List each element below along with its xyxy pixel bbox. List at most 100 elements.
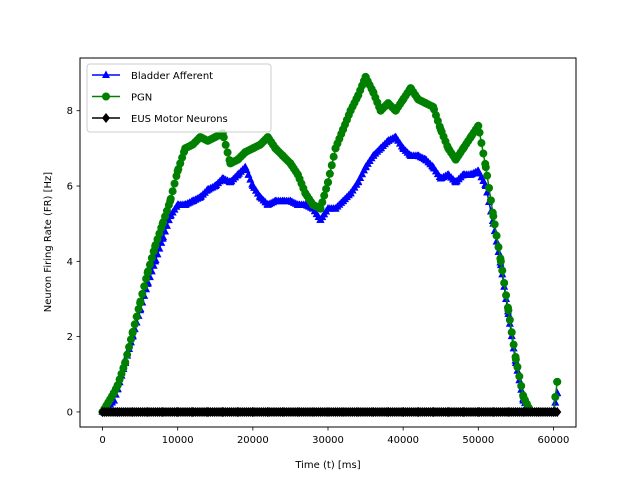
data-point [331, 144, 340, 153]
data-point [429, 102, 438, 111]
data-point [166, 197, 175, 206]
data-point [504, 406, 513, 417]
data-point [489, 406, 498, 417]
data-point [126, 335, 135, 344]
data-point [358, 169, 367, 178]
legend-entry: Bladder Afferent [92, 70, 213, 82]
data-point [339, 406, 348, 417]
data-point [248, 406, 257, 417]
data-point [168, 187, 177, 196]
data-point [173, 406, 182, 417]
data-point [308, 200, 317, 209]
data-point [248, 181, 257, 190]
data-point [406, 151, 415, 159]
legend-marker [102, 113, 110, 123]
data-point [500, 278, 509, 287]
data-point [271, 196, 280, 205]
data-point [490, 220, 499, 229]
data-point [519, 392, 528, 401]
data-point [155, 244, 164, 252]
data-point [444, 144, 453, 153]
data-point [308, 406, 317, 417]
data-point [429, 162, 438, 171]
data-point [109, 389, 118, 398]
data-point [507, 328, 516, 337]
data-point [475, 128, 484, 137]
data-point [324, 178, 332, 187]
data-point [474, 121, 483, 130]
y-tick-label: 6 [67, 182, 73, 193]
data-point [329, 152, 338, 161]
legend-marker [102, 92, 110, 101]
data-point [436, 125, 445, 134]
y-tick-label: 8 [67, 106, 73, 117]
data-point [369, 87, 378, 96]
data-point [286, 196, 295, 205]
legend-entry: EUS Motor Neurons [92, 113, 228, 125]
data-point [322, 184, 331, 193]
data-point [143, 268, 152, 277]
data-point [511, 355, 520, 364]
data-point [494, 243, 503, 252]
data-point [391, 106, 400, 115]
data-point [293, 406, 302, 417]
data-point [211, 133, 220, 142]
data-point [384, 406, 393, 417]
data-point [256, 140, 265, 149]
data-point [263, 406, 272, 417]
data-point [509, 340, 518, 349]
data-point [145, 260, 154, 269]
data-point [233, 406, 242, 417]
data-point [553, 406, 562, 417]
data-point [138, 289, 147, 298]
data-point [223, 148, 232, 157]
data-point [316, 215, 325, 223]
x-axis-ticks: 0 10000 20000 30000 40000 50000 60000 [99, 427, 569, 446]
data-point [226, 177, 235, 186]
data-point [125, 343, 134, 352]
data-point [203, 136, 212, 145]
data-point [211, 181, 220, 190]
data-point [188, 406, 197, 417]
data-point [153, 249, 162, 258]
data-point [429, 406, 438, 417]
data-point [226, 159, 235, 168]
data-point [327, 161, 336, 170]
data-point [218, 173, 227, 182]
data-point [132, 312, 141, 321]
data-point [196, 133, 205, 142]
data-point [233, 170, 242, 178]
x-tick-label: 40000 [387, 435, 419, 446]
data-point [481, 163, 490, 172]
data-point [459, 170, 468, 178]
data-point [399, 95, 408, 104]
data-point [320, 191, 329, 200]
data-point [324, 204, 332, 212]
data-point [406, 84, 415, 93]
y-axis-label: Neuron Firing Rate (FR) [Hz] [43, 172, 54, 313]
y-tick-label: 0 [67, 407, 73, 418]
data-point [173, 200, 182, 208]
data-point [519, 406, 528, 417]
data-point [346, 106, 355, 115]
data-point [361, 162, 370, 171]
data-point [376, 143, 385, 152]
y-tick-label: 2 [67, 332, 73, 343]
data-point [203, 406, 212, 417]
data-point [318, 198, 327, 207]
data-point [517, 381, 526, 390]
data-point [477, 139, 486, 148]
data-point [376, 106, 385, 115]
data-point [286, 159, 295, 168]
data-point [142, 274, 151, 283]
legend-entry: PGN [92, 92, 152, 104]
data-point [444, 170, 453, 178]
data-point [218, 406, 227, 417]
data-point [483, 188, 492, 196]
data-point [354, 177, 363, 186]
data-point [466, 133, 475, 142]
data-point [221, 140, 230, 149]
data-point [134, 305, 143, 314]
data-point [293, 170, 302, 179]
